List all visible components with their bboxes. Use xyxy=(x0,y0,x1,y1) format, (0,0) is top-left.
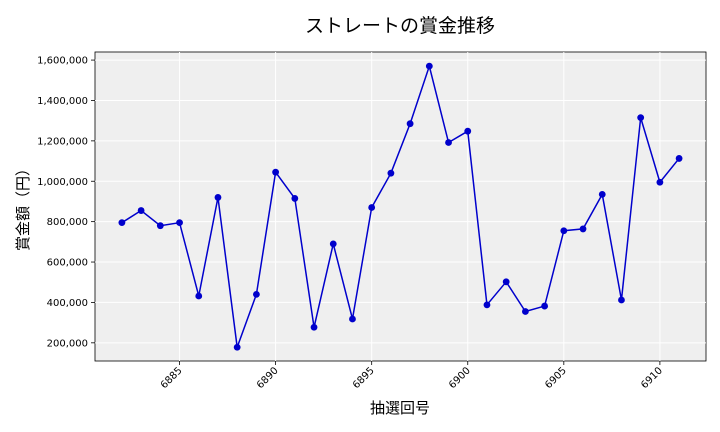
x-tick-label: 6910 xyxy=(639,365,665,391)
data-point xyxy=(233,343,241,351)
data-point xyxy=(137,207,145,214)
x-tick-label: 6890 xyxy=(255,365,281,391)
y-tick-label: 200,000 xyxy=(47,338,88,349)
data-point xyxy=(425,62,433,70)
chart-title: ストレートの賞金推移 xyxy=(305,15,495,37)
series-layer xyxy=(118,62,683,351)
y-tick-label: 800,000 xyxy=(47,217,88,228)
y-tick-label: 400,000 xyxy=(47,298,88,309)
grid-lines xyxy=(95,52,706,361)
data-point xyxy=(252,290,260,298)
data-point xyxy=(560,227,568,235)
data-point xyxy=(368,204,376,211)
data-point xyxy=(118,219,126,227)
y-tick-label: 1,000,000 xyxy=(37,177,88,188)
data-point xyxy=(156,222,164,230)
data-point xyxy=(214,194,222,201)
x-axis-label: 抽選回号 xyxy=(370,399,430,417)
y-tick-label: 1,400,000 xyxy=(37,96,88,107)
y-tick-label: 1,600,000 xyxy=(37,56,88,67)
data-point xyxy=(483,301,491,309)
x-tick-label: 6900 xyxy=(447,365,473,391)
data-point xyxy=(656,178,664,186)
data-point xyxy=(176,219,183,227)
data-point xyxy=(310,323,318,331)
data-point xyxy=(618,296,625,304)
data-point xyxy=(387,169,395,177)
data-point xyxy=(445,139,452,146)
data-point xyxy=(502,278,510,286)
plot-area xyxy=(94,51,707,362)
data-point xyxy=(272,168,280,176)
data-point xyxy=(329,240,337,248)
data-point xyxy=(541,302,549,310)
y-tick-label: 1,200,000 xyxy=(37,136,88,147)
data-point xyxy=(195,292,203,300)
data-point xyxy=(637,114,645,122)
series-line xyxy=(121,63,680,348)
data-point xyxy=(406,120,414,128)
data-point xyxy=(521,308,529,315)
y-tick-label: 600,000 xyxy=(47,258,88,269)
data-point xyxy=(291,195,299,202)
data-point xyxy=(598,190,606,198)
data-point xyxy=(464,127,472,135)
x-tick-label: 6905 xyxy=(543,365,569,391)
x-tick-label: 6895 xyxy=(351,365,377,391)
data-point xyxy=(579,225,587,233)
data-point xyxy=(349,315,356,323)
x-tick-label: 6885 xyxy=(159,365,185,391)
y-axis-label: 賞金額（円） xyxy=(14,161,32,251)
data-point xyxy=(675,155,683,162)
